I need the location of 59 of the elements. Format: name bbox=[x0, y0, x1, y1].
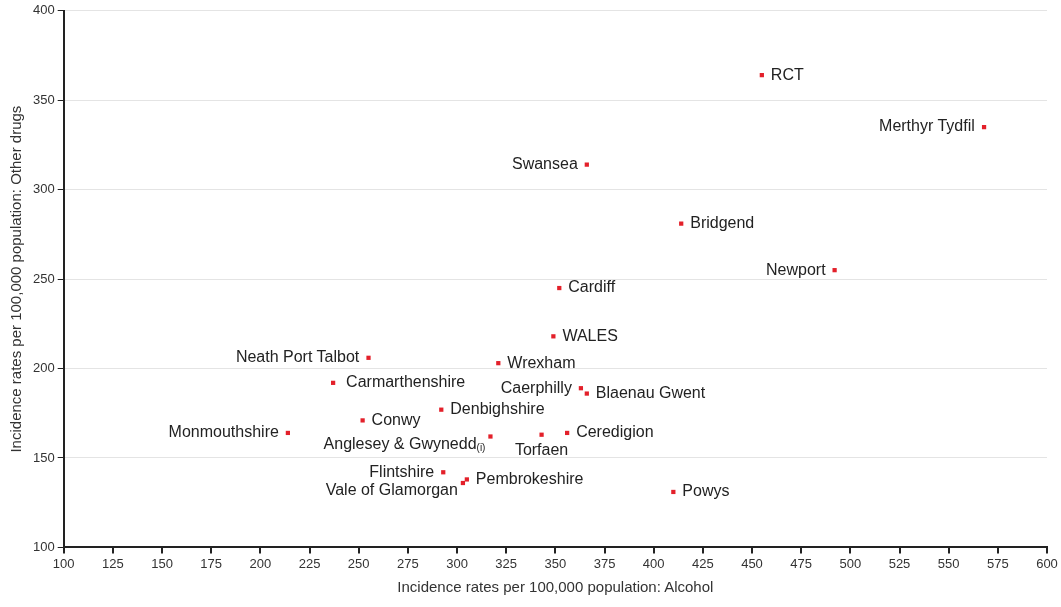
point bbox=[832, 268, 837, 273]
x-tick-label: 150 bbox=[151, 555, 173, 571]
annotation: Neath Port Talbot bbox=[235, 348, 360, 366]
annotation: Newport bbox=[766, 260, 827, 278]
x-tick-label: 225 bbox=[298, 555, 321, 571]
y-tick-label: 150 bbox=[32, 449, 55, 465]
x-tick-label: 550 bbox=[937, 555, 960, 571]
x-tick-label: 575 bbox=[986, 555, 1009, 571]
annotation: Vale of Glamorgan bbox=[325, 481, 458, 499]
x-tick-label: 525 bbox=[888, 555, 911, 571]
annotation: Merthyr Tydfil bbox=[879, 117, 975, 135]
point bbox=[360, 418, 365, 423]
y-axis-title: Incidence rates per 100,000 population: Other drugs bbox=[7, 105, 25, 453]
x-tick-label: 450 bbox=[741, 555, 763, 571]
y-tick-label: 350 bbox=[32, 91, 55, 107]
point bbox=[464, 477, 469, 482]
point bbox=[584, 391, 589, 396]
x-tick-label: 475 bbox=[790, 555, 813, 571]
annotation: Monmouthshire bbox=[168, 423, 279, 441]
x-tick-label: 100 bbox=[52, 555, 75, 571]
annotation: Denbighshire bbox=[450, 400, 545, 418]
annotation: RCT bbox=[770, 65, 804, 83]
point bbox=[488, 434, 493, 439]
annotation: Bridgend bbox=[690, 214, 755, 232]
x-tick-label: 275 bbox=[397, 555, 419, 571]
y-tick-label: 250 bbox=[32, 270, 55, 286]
x-tick-label: 125 bbox=[102, 555, 124, 571]
x-tick-label: 350 bbox=[544, 555, 567, 571]
x-axis-title: Incidence rates per 100,000 population: Alcohol bbox=[397, 578, 714, 596]
x-tick-label: 600 bbox=[1036, 555, 1058, 571]
x-tick-label: 375 bbox=[593, 555, 616, 571]
y-tick-label: 100 bbox=[32, 538, 55, 554]
annotation: Blaenau Gwent bbox=[595, 383, 706, 401]
x-tick-label: 200 bbox=[249, 555, 272, 571]
y-tick-label: 400 bbox=[32, 2, 55, 18]
annotation: Caerphilly bbox=[500, 378, 572, 396]
x-tick-label: 175 bbox=[200, 555, 223, 571]
x-tick-label: 325 bbox=[495, 555, 518, 571]
annotation: WALES bbox=[562, 326, 618, 344]
annotation: Pembrokeshire bbox=[475, 469, 584, 487]
x-tick-label: 400 bbox=[642, 555, 665, 571]
x-tick-label: 425 bbox=[691, 555, 714, 571]
point bbox=[551, 334, 556, 339]
point bbox=[366, 355, 371, 360]
annotation: Swansea bbox=[511, 155, 578, 173]
annotation: Wrexham bbox=[507, 353, 576, 371]
x-tick-label: 500 bbox=[839, 555, 862, 571]
y-tick-label: 300 bbox=[32, 181, 55, 197]
annotation: Powys bbox=[682, 482, 730, 500]
annotation: Flintshire bbox=[369, 462, 435, 480]
annotation: Carmarthenshire bbox=[346, 373, 466, 391]
annotation: Torfaen bbox=[514, 441, 569, 459]
x-tick-label: 300 bbox=[446, 555, 468, 571]
x-tick-label: 250 bbox=[347, 555, 370, 571]
annotation: Cardiff bbox=[568, 278, 616, 296]
annotation: Ceredigion bbox=[576, 423, 654, 441]
y-tick-label: 200 bbox=[32, 360, 55, 376]
annotation: Conwy bbox=[371, 410, 421, 428]
point bbox=[539, 432, 544, 437]
